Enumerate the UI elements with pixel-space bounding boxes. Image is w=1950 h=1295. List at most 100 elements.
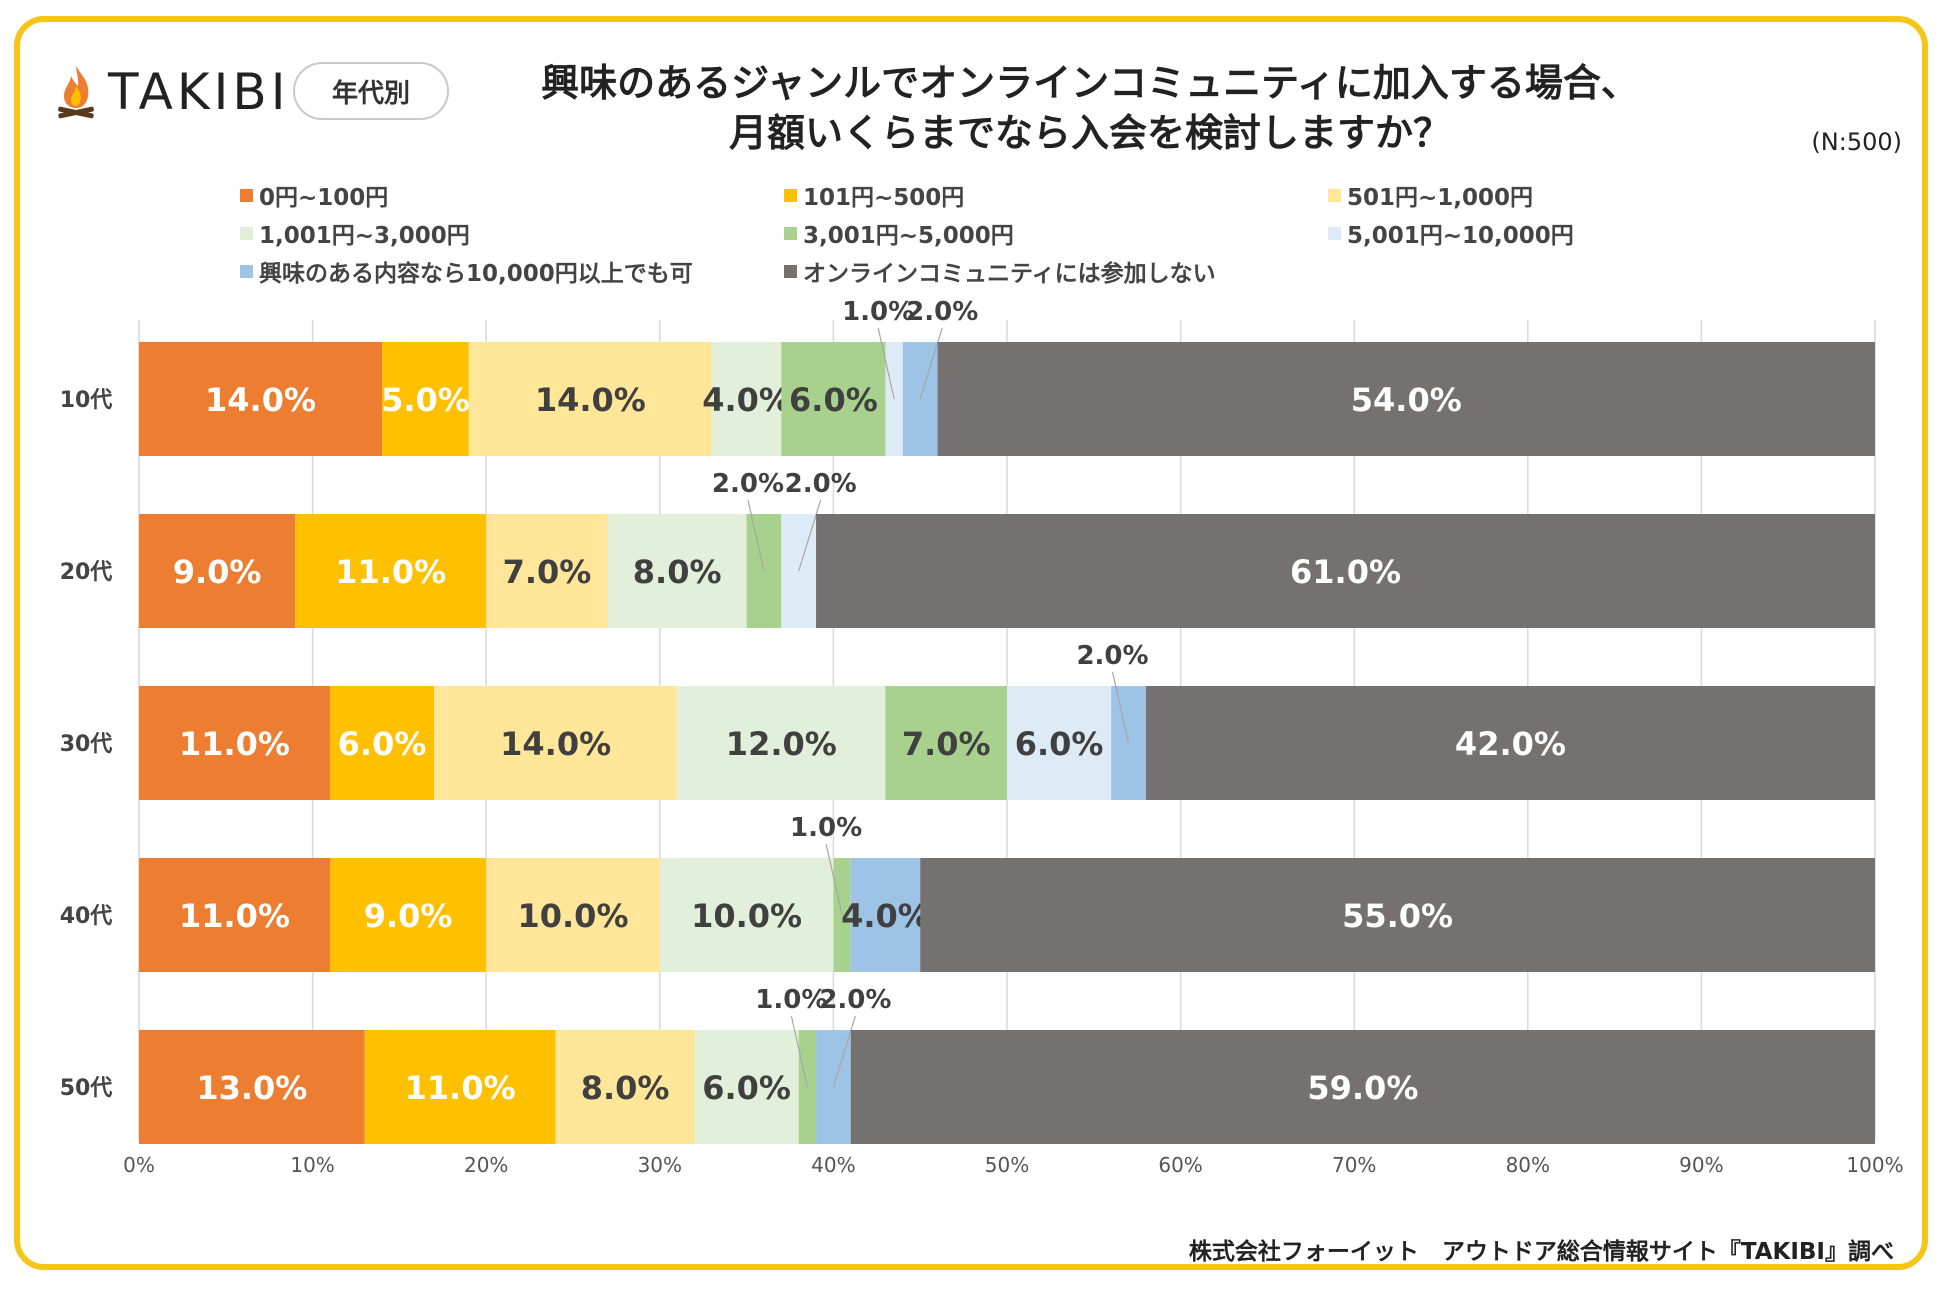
legend-item: 興味のある内容なら10,000円以上でも可 [240, 254, 693, 288]
bar-segment [659, 858, 834, 972]
bar-segment [139, 342, 383, 456]
legend-item: 5,001円~10,000円 [1328, 216, 1574, 250]
x-tick-label: 60% [1158, 1153, 1202, 1177]
x-tick-label: 20% [464, 1153, 508, 1177]
x-tick-label: 50% [985, 1153, 1029, 1177]
x-tick-label: 100% [1846, 1153, 1903, 1177]
data-label: 6.0% [338, 725, 427, 763]
legend-label: 興味のある内容なら10,000円以上でも可 [259, 261, 693, 287]
legend-swatch [1328, 188, 1341, 202]
bar-segment [711, 342, 782, 456]
leader-line [1111, 671, 1130, 744]
legend-label: 5,001円~10,000円 [1347, 223, 1574, 249]
bar-segment [694, 1030, 799, 1144]
data-label: 9.0% [364, 897, 453, 935]
legend-swatch [240, 188, 253, 202]
legend-swatch [240, 264, 253, 278]
chart-title-line-1: 興味のあるジャンルでオンラインコミュニティに加入する場合、 [541, 61, 1639, 105]
legend-label: 101円~500円 [803, 185, 965, 211]
data-label: 2.0% [785, 469, 857, 499]
legend-item: オンラインコミュニティには参加しない [784, 254, 1216, 288]
legend-swatch [240, 226, 253, 240]
age-group-tag: 年代別 [293, 62, 449, 120]
x-tick-label: 70% [1332, 1153, 1376, 1177]
leader-line [790, 1015, 808, 1088]
bar-segment [364, 1030, 556, 1144]
bar-segment [468, 342, 712, 456]
bar-segment [937, 342, 1875, 456]
category-label: 10代 [60, 388, 113, 413]
bar-segment [920, 858, 1875, 972]
data-label: 4.0% [841, 897, 930, 935]
x-tick-label: 90% [1679, 1153, 1723, 1177]
legend-item: 501円~1,000円 [1328, 178, 1533, 212]
data-label: 1.0% [790, 813, 862, 843]
bar-segment [816, 514, 1875, 628]
chart-title: 興味のあるジャンルでオンラインコミュニティに加入する場合、 月額いくらまでなら入… [440, 58, 1740, 158]
data-label: 6.0% [702, 1069, 791, 1107]
leader-line [877, 327, 895, 400]
data-label: 42.0% [1455, 725, 1566, 763]
data-label: 8.0% [581, 1069, 670, 1107]
leader-line [825, 843, 843, 916]
data-label: 2.0% [712, 469, 784, 499]
bar-segment [850, 858, 921, 972]
bar-segment [486, 514, 608, 628]
data-label: 11.0% [405, 1069, 516, 1107]
bar-segment [781, 342, 886, 456]
bar-segment [139, 1030, 365, 1144]
data-label: 10.0% [691, 897, 802, 935]
bar-segment [1145, 686, 1875, 800]
category-label: 20代 [60, 560, 113, 585]
data-label: 11.0% [335, 553, 446, 591]
data-label: 14.0% [535, 381, 646, 419]
data-label: 7.0% [902, 725, 991, 763]
x-tick-label: 80% [1506, 1153, 1550, 1177]
legend-label: 0円~100円 [259, 185, 389, 211]
data-label: 2.0% [906, 297, 978, 327]
bar-segment [139, 686, 330, 800]
data-label: 11.0% [179, 897, 290, 935]
data-label: 11.0% [179, 725, 290, 763]
data-label: 1.0% [842, 297, 914, 327]
sample-size: (N:500) [1811, 128, 1902, 156]
bar-segment [382, 342, 469, 456]
bar-segment [139, 514, 296, 628]
data-label: 9.0% [173, 553, 262, 591]
data-label: 2.0% [819, 985, 891, 1015]
data-label: 5.0% [381, 381, 470, 419]
bar-segment [434, 686, 678, 800]
leader-line [919, 327, 943, 400]
bar-segment [555, 1030, 695, 1144]
legend-item: 1,001円~3,000円 [240, 216, 470, 250]
bar-segment [677, 686, 886, 800]
data-label: 8.0% [633, 553, 722, 591]
legend-item: 0円~100円 [240, 178, 388, 212]
bar-segment [295, 514, 487, 628]
data-label: 1.0% [755, 985, 827, 1015]
bar-segment [885, 686, 1007, 800]
legend-swatch [784, 188, 797, 202]
data-label: 59.0% [1307, 1069, 1418, 1107]
legend-swatch [1328, 226, 1341, 240]
data-label: 6.0% [1015, 725, 1104, 763]
bar-segment [139, 858, 330, 972]
data-label: 2.0% [1076, 641, 1148, 671]
x-tick-label: 10% [290, 1153, 334, 1177]
bar-segment [850, 1030, 1875, 1144]
data-label: 7.0% [503, 553, 592, 591]
x-tick-label: 30% [638, 1153, 682, 1177]
bar-segment [607, 514, 747, 628]
leader-line [747, 499, 765, 572]
category-label: 50代 [60, 1076, 113, 1101]
brand-name: TAKIBI [108, 63, 290, 121]
leader-line [832, 1015, 856, 1088]
category-label: 30代 [60, 732, 113, 757]
campfire-icon [58, 66, 94, 119]
data-label: 4.0% [702, 381, 791, 419]
data-label: 55.0% [1342, 897, 1453, 935]
legend-swatch [784, 226, 797, 240]
legend-item: 3,001円~5,000円 [784, 216, 1014, 250]
source-credit: 株式会社フォーイット アウトドア総合情報サイト『TAKIBI』調べ [1188, 1239, 1894, 1265]
bar-segment [1007, 686, 1112, 800]
